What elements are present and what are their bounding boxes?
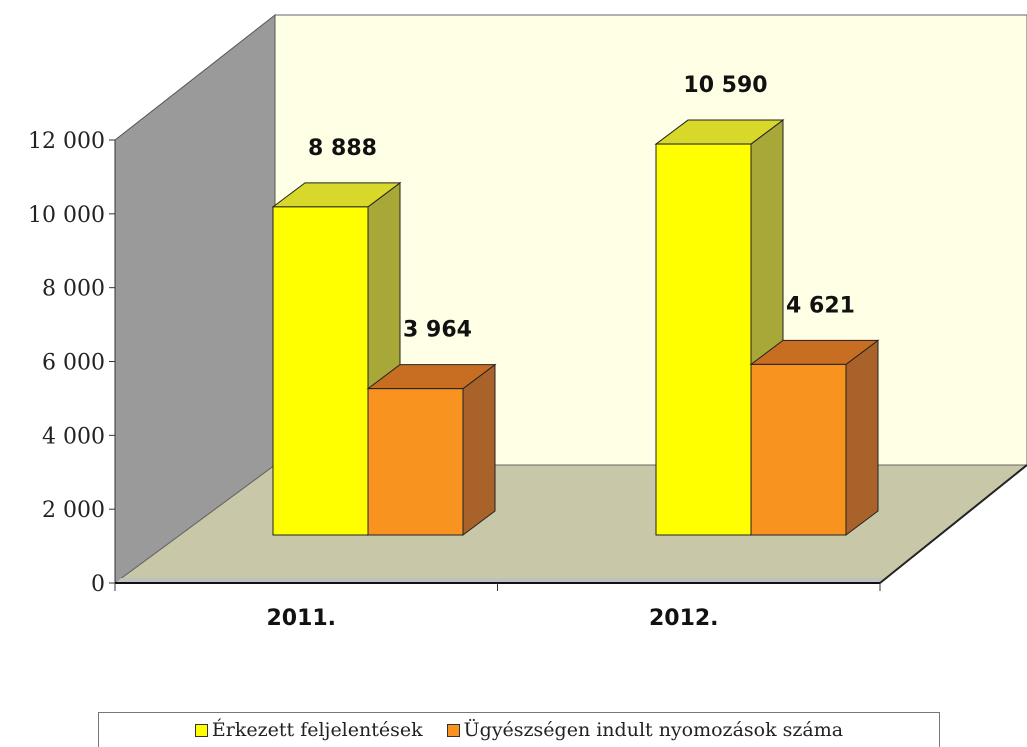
bar [655, 143, 752, 536]
data-label: 10 590 [683, 73, 767, 98]
floor-edge-right [879, 464, 1027, 584]
y-tick-label: 6 000 [42, 351, 105, 376]
y-tick-label: 4 000 [42, 424, 105, 449]
data-label: 3 964 [403, 318, 472, 343]
legend-item-1: Érkezett feljelentések [194, 719, 423, 741]
x-axis: 2011. 2012. [114, 582, 881, 631]
chart: 0 2 000 4 000 6 000 8 000 10 000 12 000 8 888 3… [28, 13, 1027, 631]
data-label: 4 621 [786, 293, 855, 318]
floor [113, 464, 1027, 584]
y-tick-label: 2 000 [42, 498, 105, 523]
y-tick-label: 12 000 [28, 129, 105, 154]
legend-item-2: Ügyészségen indult nyomozások száma [446, 719, 844, 741]
legend-label-1: Érkezett feljelentések [211, 719, 423, 741]
bar [272, 206, 369, 536]
legend-label-2: Ügyészségen indult nyomozások száma [463, 719, 844, 741]
legend-swatch-2 [446, 723, 460, 737]
legend: Érkezett feljelentések Ügyészségen indul… [98, 712, 940, 747]
bar-side [845, 339, 879, 536]
chart-walls [113, 13, 1027, 584]
legend-swatch-1 [194, 723, 208, 737]
y-tick-label: 8 000 [42, 277, 105, 302]
bars: 8 888 3 964 10 590 4 621 [271, 73, 880, 536]
x-tick-label: 2012. [649, 606, 719, 631]
bar [750, 363, 847, 536]
x-tick-label: 2011. [266, 606, 336, 631]
y-tick-label: 0 [91, 572, 105, 597]
data-label: 8 888 [308, 136, 377, 161]
bar [367, 388, 464, 536]
y-axis: 0 2 000 4 000 6 000 8 000 10 000 12 000 [28, 129, 116, 597]
floor-front-strip [115, 578, 886, 583]
bar-side [462, 363, 496, 536]
y-tick-label: 10 000 [28, 203, 105, 228]
